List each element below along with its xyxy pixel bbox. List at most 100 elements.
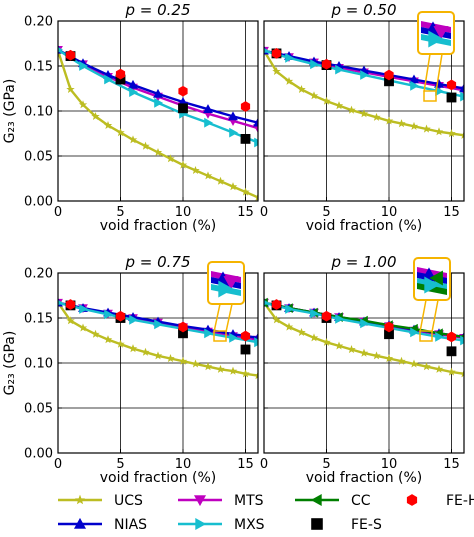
data-point-ucs — [191, 359, 200, 368]
x-tick-label: 0 — [260, 205, 268, 220]
x-tick-label: 15 — [237, 205, 254, 220]
data-point-mxs — [285, 304, 295, 314]
x-tick-label: 15 — [443, 205, 460, 220]
legend-item-mts: MTS — [178, 493, 264, 509]
data-point-ucs — [128, 344, 138, 353]
data-point-mxs — [129, 314, 139, 325]
data-point-ucs — [372, 351, 381, 360]
data-point-ucs — [216, 176, 225, 185]
data-point-ucs — [116, 339, 125, 348]
legend-label: UCS — [114, 493, 143, 509]
data-point-ucs — [91, 329, 100, 338]
data-point-fe-h — [446, 79, 457, 91]
data-point-ucs — [309, 333, 319, 342]
y-axis-label: G₂₃ (GPa) — [2, 79, 18, 144]
data-point-fe-h — [178, 321, 188, 333]
x-axis-label: void fraction (%) — [306, 218, 423, 234]
data-point-ucs — [297, 84, 306, 94]
legend-item-fe-s: FE-S — [311, 517, 382, 533]
data-point-ucs — [253, 371, 258, 380]
data-point-ucs — [272, 66, 281, 76]
legend-marker-triangle-right-icon — [195, 517, 207, 531]
data-point-mxs — [154, 319, 164, 330]
x-tick-label: 15 — [237, 457, 254, 472]
data-point-mxs — [410, 80, 420, 91]
data-point-fe-h — [321, 58, 332, 70]
panel-2: 0 5 10 15 void fraction (%) p = 0.50 — [260, 1, 465, 234]
y-tick-label: 0.15 — [24, 312, 53, 327]
data-point-ucs — [241, 369, 250, 378]
data-point-ucs — [347, 345, 356, 354]
inset-source-box — [419, 330, 433, 342]
panel-1: 0 5 10 15 0.00 0.05 0.10 0.15 0.20 void fraction … — [2, 1, 259, 234]
series-fe-h — [271, 299, 457, 343]
y-tick-label: 0.20 — [24, 15, 53, 30]
data-point-nias — [253, 117, 258, 127]
data-point-ucs — [409, 121, 419, 130]
inset-marker — [422, 267, 436, 280]
x-tick-label: 10 — [175, 457, 192, 472]
data-point-ucs — [422, 362, 431, 371]
legend-item-mxs: MXS — [178, 517, 265, 533]
data-point-nias — [203, 104, 213, 113]
data-point-mxs — [410, 327, 420, 338]
data-point-ucs — [447, 367, 456, 376]
data-point-ucs — [447, 129, 456, 138]
data-point-fe-s — [446, 92, 457, 103]
data-point-mxs — [310, 59, 320, 70]
data-point-fe-s — [178, 103, 188, 114]
data-point-ucs — [334, 101, 344, 110]
zoom-inset — [207, 261, 245, 342]
y-tick-label: 0.10 — [24, 105, 53, 120]
inset-marker — [428, 30, 444, 48]
data-point-ucs — [166, 154, 175, 163]
data-point-ucs — [409, 359, 419, 368]
series-ucs — [264, 298, 464, 378]
data-point-mxs — [204, 328, 214, 339]
data-point-ucs — [116, 128, 125, 137]
data-point-ucs — [66, 84, 75, 94]
inset-marker — [424, 276, 440, 294]
inset-marker — [429, 270, 443, 286]
panel-3: 0 5 10 15 0.00 0.05 0.10 0.15 0.20 void fraction … — [2, 253, 259, 486]
data-point-mxs — [229, 332, 239, 343]
data-point-mxs — [360, 70, 370, 80]
data-point-fe-h — [115, 68, 126, 80]
panel-title: p = 0.25 — [124, 1, 190, 19]
data-point-mxs — [104, 74, 114, 85]
data-point-fe-h — [321, 310, 332, 322]
x-tick-label: 10 — [175, 205, 192, 220]
panel-4: 0 5 10 15 void fraction (%) p = 1.00 — [260, 253, 465, 486]
data-point-fe-h — [65, 49, 76, 61]
data-point-ucs — [309, 91, 319, 100]
x-tick-label: 10 — [381, 205, 398, 220]
data-point-ucs — [228, 182, 238, 191]
legend-label: CC — [351, 493, 371, 509]
data-point-fe-h — [240, 101, 251, 112]
data-point-ucs — [203, 171, 213, 180]
data-point-ucs — [322, 96, 331, 105]
inset-connector — [423, 53, 431, 93]
data-point-fe-h — [178, 85, 188, 97]
data-point-ucs — [359, 109, 369, 118]
data-point-ucs — [347, 105, 356, 114]
data-point-ucs — [128, 135, 138, 144]
legend-label: FE-S — [351, 517, 382, 533]
data-point-ucs — [272, 315, 281, 324]
series-group — [58, 44, 258, 201]
data-point-mts — [253, 124, 258, 134]
data-point-fe-h — [115, 310, 126, 322]
y-tick-label: 0.15 — [24, 60, 53, 75]
data-point-mxs — [435, 331, 445, 342]
data-point-ucs — [253, 192, 258, 201]
data-point-nias — [153, 88, 163, 98]
series-ucs — [58, 298, 258, 380]
data-point-mxs — [254, 137, 258, 148]
data-point-mxs — [335, 64, 345, 75]
data-point-ucs — [191, 165, 200, 175]
legend-item-cc: CC — [295, 493, 371, 509]
data-point-ucs — [284, 76, 294, 85]
inset-marker — [223, 276, 239, 290]
inset-marker — [433, 26, 449, 40]
